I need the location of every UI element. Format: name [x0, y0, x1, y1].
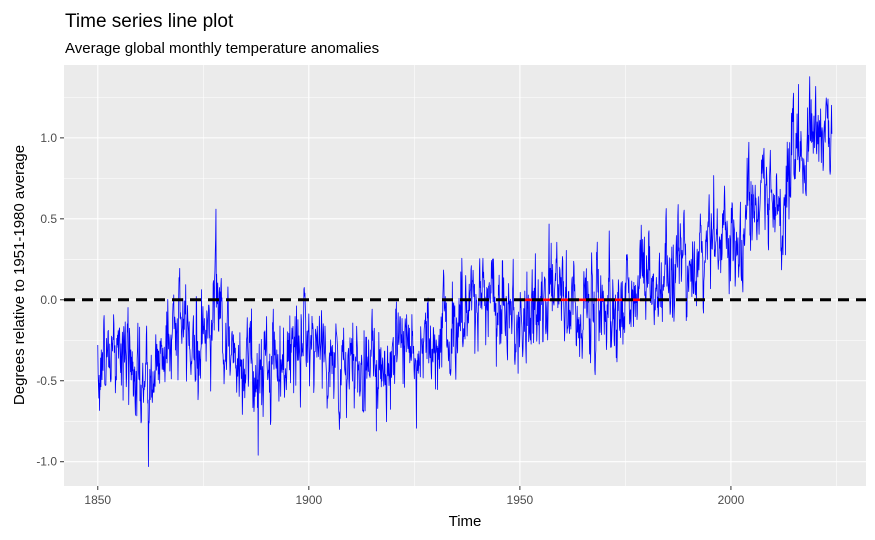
x-tick-label: 1900	[295, 493, 322, 507]
x-tick-label: 2000	[718, 493, 745, 507]
y-tick-label: 0.5	[40, 212, 57, 226]
x-tick-label: 1850	[84, 493, 111, 507]
y-tick-label: 1.0	[40, 131, 57, 145]
x-tick-label: 1950	[507, 493, 534, 507]
y-axis-title: Degrees relative to 1951-1980 average	[11, 145, 28, 405]
y-tick-label: 0.0	[40, 293, 57, 307]
y-tick-label: -0.5	[36, 374, 57, 388]
series-layer	[64, 76, 866, 467]
y-tick-label: -1.0	[36, 455, 57, 469]
series-line-monthly	[97, 76, 833, 467]
chart-subtitle: Average global monthly temperature anoma…	[65, 40, 379, 57]
chart-title: Time series line plot	[65, 11, 234, 32]
x-axis-title: Time	[449, 513, 482, 530]
plot-panel	[64, 65, 866, 486]
axis-ticks: 1850 1900 1950 2000 -1.0 -0.5 0.0 0.5 1.0	[36, 131, 744, 507]
